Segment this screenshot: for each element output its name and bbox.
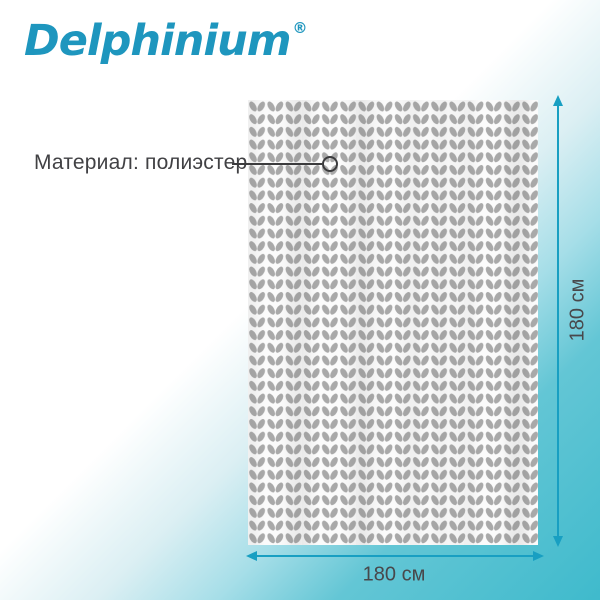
registered-trademark-icon: ®: [292, 19, 308, 37]
brand-logo: Delphinium ®: [24, 16, 308, 66]
width-dimension-label: 180 см: [362, 563, 426, 586]
brand-name: Delphinium: [24, 16, 291, 66]
height-dimension-arrow-icon: [553, 95, 563, 547]
width-dimension-arrow-icon: [246, 551, 544, 561]
shower-curtain: [248, 100, 538, 545]
curtain-fold-shading: [248, 100, 538, 545]
material-label: Материал: полиэстер: [34, 151, 248, 174]
curtain-pattern: [248, 100, 538, 545]
height-dimension-label: 180 см: [566, 278, 589, 342]
callout-line: [232, 163, 322, 165]
callout-circle-icon: [322, 156, 338, 172]
